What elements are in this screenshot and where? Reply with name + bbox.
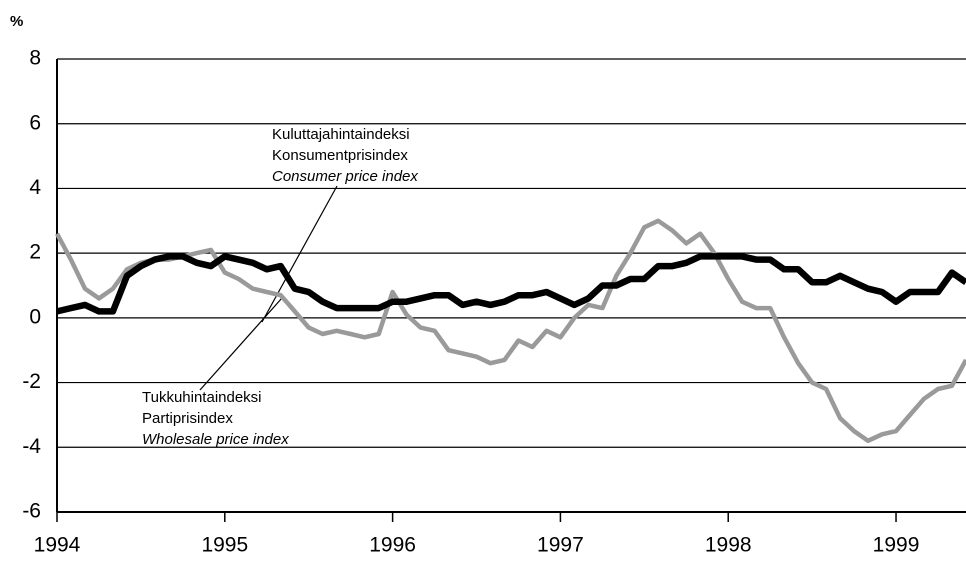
series-label: Consumer price index: [272, 168, 418, 185]
y-tick-label: 8: [29, 47, 41, 70]
series-label: Kuluttajahintaindeksi: [272, 126, 410, 143]
y-tick-label: 6: [29, 111, 41, 134]
y-axis-unit: %: [10, 13, 23, 30]
x-tick-label: 1997: [537, 534, 584, 557]
x-tick-label: 1998: [705, 534, 752, 557]
y-tick-label: -6: [22, 500, 41, 523]
x-tick-label: 1995: [201, 534, 248, 557]
x-tick-label: 1996: [369, 534, 416, 557]
series-line: [55, 218, 966, 444]
x-tick-label: 1999: [873, 534, 920, 557]
y-tick-label: 4: [29, 176, 41, 199]
y-tick-label: 2: [29, 241, 41, 264]
y-tick-label: 0: [29, 305, 41, 328]
leader-line: [199, 297, 283, 391]
series-label: Wholesale price index: [142, 431, 289, 448]
leader-line: [261, 185, 338, 323]
series-line: [56, 253, 966, 315]
x-tick-label: 1994: [34, 534, 81, 557]
y-tick-label: -4: [22, 435, 41, 458]
series-label: Konsumentprisindex: [272, 147, 408, 164]
series-label: Tukkuhintaindeksi: [142, 389, 262, 406]
y-tick-label: -2: [22, 370, 41, 393]
series-label: Partiprisindex: [142, 410, 233, 427]
